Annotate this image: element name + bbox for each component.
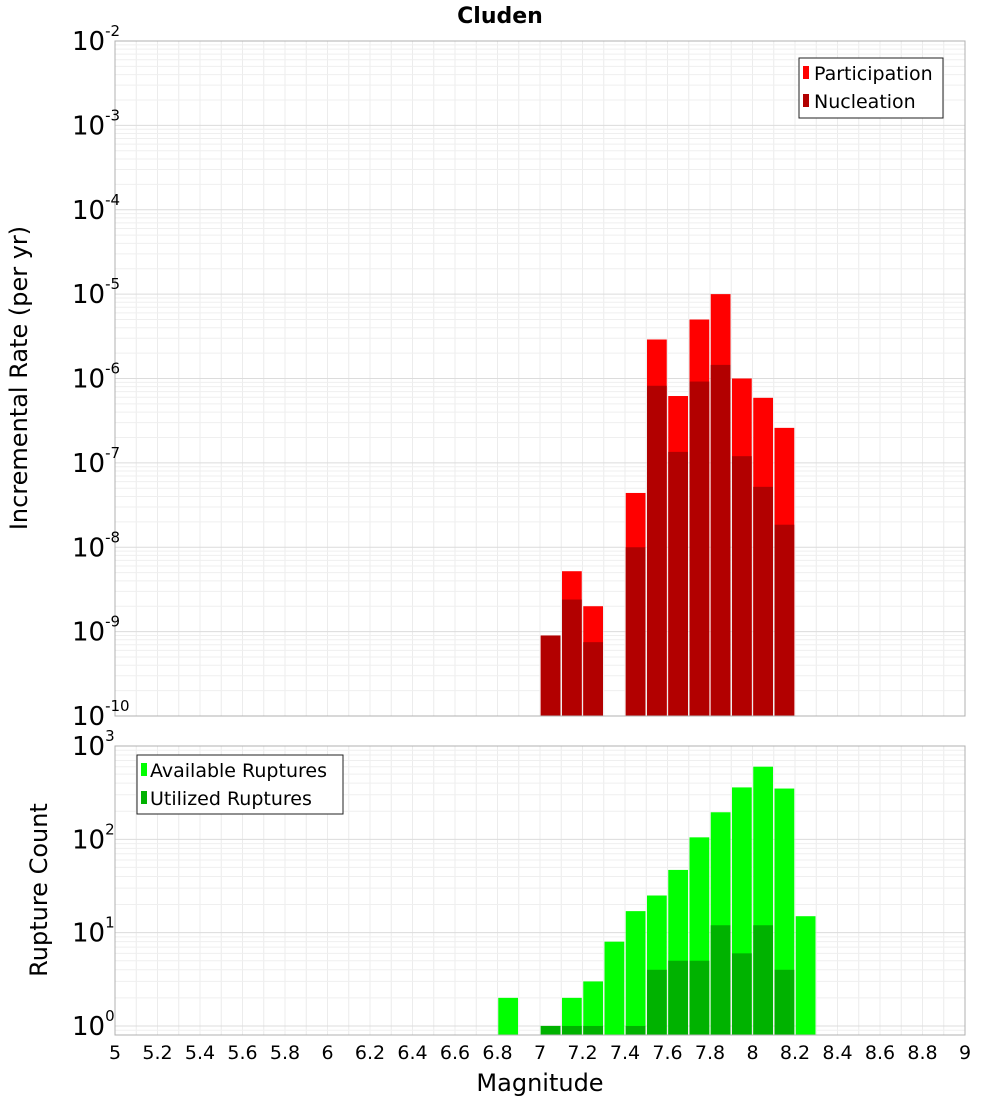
x-tick-label: 8 xyxy=(746,1042,758,1064)
count-legend: Available Ruptures Utilized Ruptures xyxy=(136,754,344,815)
rate-bar-nucleation xyxy=(732,456,752,716)
count-y-tick-label: 100 xyxy=(72,1007,115,1042)
count-y-ticks: 100 101 102 103 xyxy=(72,727,115,1042)
count-bar-utilized-ruptures xyxy=(689,960,710,1035)
count-bar-utilized-ruptures xyxy=(647,969,667,1035)
count-plot-border xyxy=(114,745,966,1036)
rate-grid xyxy=(115,41,965,716)
x-tick-label: 7.6 xyxy=(652,1042,682,1064)
rate-bar-nucleation xyxy=(583,642,603,716)
x-tick-label: 8.8 xyxy=(907,1042,937,1064)
count-bar-utilized-ruptures xyxy=(710,925,731,1035)
legend-label-participation: Participation xyxy=(814,63,933,85)
rate-bar-nucleation xyxy=(540,635,561,716)
x-axis-label: Magnitude xyxy=(476,1069,603,1097)
count-y-tick-label: 103 xyxy=(72,727,115,762)
count-y-tick-label: 101 xyxy=(72,914,115,949)
legend-label-nucleation: Nucleation xyxy=(814,91,916,113)
x-tick-label: 8.6 xyxy=(865,1042,895,1064)
x-tick-label: 5.4 xyxy=(185,1042,215,1064)
count-bar-utilized-ruptures xyxy=(625,1025,646,1035)
rate-y-tick-label: 10-6 xyxy=(72,360,120,395)
count-bar-utilized-ruptures xyxy=(562,1025,582,1035)
x-tick-label: 9 xyxy=(959,1042,971,1064)
x-tick-label: 5.8 xyxy=(270,1042,300,1064)
rate-bar-nucleation xyxy=(647,385,667,716)
x-tick-label: 7 xyxy=(534,1042,546,1064)
rate-bar-nucleation xyxy=(625,547,646,716)
rate-panel: 10-10 10-9 10-8 10-7 10-6 10-5 10-4 10-3 10-2 In… xyxy=(5,22,966,732)
rate-bar-nucleation xyxy=(562,599,582,716)
count-bar-available-ruptures xyxy=(562,997,582,1035)
x-tick-label: 7.4 xyxy=(610,1042,640,1064)
count-bar-available-ruptures xyxy=(583,981,603,1035)
count-y-axis-label: Rupture Count xyxy=(25,803,53,977)
count-bar-utilized-ruptures xyxy=(668,960,688,1035)
count-bar-utilized-ruptures xyxy=(753,925,773,1035)
rate-plot-border xyxy=(114,40,966,717)
rate-y-tick-label: 10-5 xyxy=(72,275,120,310)
rate-bars xyxy=(540,294,795,716)
rate-legend-box xyxy=(798,57,944,119)
count-grid xyxy=(115,746,965,1035)
x-tick-label: 8.4 xyxy=(822,1042,852,1064)
legend-swatch-participation xyxy=(803,66,809,79)
rate-bar-nucleation xyxy=(774,524,795,716)
count-bar-utilized-ruptures xyxy=(583,1025,603,1035)
rate-y-tick-label: 10-10 xyxy=(72,697,130,732)
x-tick-label: 5.6 xyxy=(227,1042,257,1064)
count-bars xyxy=(498,766,816,1035)
count-bar-utilized-ruptures xyxy=(774,969,795,1035)
rate-y-tick-label: 10-9 xyxy=(72,613,120,648)
rate-y-tick-label: 10-7 xyxy=(72,444,120,479)
count-y-tick-label: 102 xyxy=(72,820,115,855)
count-bar-utilized-ruptures xyxy=(540,1025,561,1035)
count-bar-utilized-ruptures xyxy=(732,953,752,1035)
count-bar-available-ruptures xyxy=(604,941,625,1035)
rate-bar-nucleation xyxy=(668,451,688,716)
x-ticks: 5 5.2 5.4 5.6 5.8 6 6.2 6.4 6.6 6.8 7 7.2 7.4 7.6 7.8 8… xyxy=(109,1042,971,1064)
rate-bar-nucleation xyxy=(753,486,773,716)
x-tick-label: 6.8 xyxy=(482,1042,512,1064)
x-tick-label: 5.2 xyxy=(142,1042,172,1064)
legend-swatch-nucleation xyxy=(803,94,809,107)
count-bar-available-ruptures xyxy=(498,997,518,1035)
rate-y-tick-label: 10-8 xyxy=(72,528,120,563)
x-tick-label: 7.2 xyxy=(567,1042,597,1064)
count-bar-available-ruptures xyxy=(625,911,646,1035)
rate-bar-nucleation xyxy=(710,364,731,716)
x-tick-label: 6.4 xyxy=(397,1042,427,1064)
rate-y-tick-label: 10-4 xyxy=(72,191,120,226)
count-panel: 100 101 102 103 Rupture Count Available Rup… xyxy=(25,727,966,1042)
count-bar-available-ruptures xyxy=(795,916,816,1035)
chart-title: Cluden xyxy=(457,4,543,29)
legend-swatch-utilized xyxy=(141,791,147,804)
rate-y-axis-label: Incremental Rate (per yr) xyxy=(5,226,33,530)
rate-y-tick-label: 10-3 xyxy=(72,106,120,141)
rate-y-ticks: 10-10 10-9 10-8 10-7 10-6 10-5 10-4 10-3 10-2 xyxy=(72,22,130,732)
rate-bar-nucleation xyxy=(689,381,710,716)
rate-y-tick-label: 10-2 xyxy=(72,22,120,57)
x-tick-label: 8.2 xyxy=(780,1042,810,1064)
x-tick-label: 6.6 xyxy=(440,1042,470,1064)
x-tick-label: 5 xyxy=(109,1042,121,1064)
x-tick-label: 7.8 xyxy=(695,1042,725,1064)
legend-swatch-available xyxy=(141,763,147,776)
count-legend-box xyxy=(136,754,344,815)
x-tick-label: 6 xyxy=(321,1042,333,1064)
x-tick-label: 6.2 xyxy=(355,1042,385,1064)
legend-label-utilized: Utilized Ruptures xyxy=(150,788,312,810)
rate-legend: Participation Nucleation xyxy=(798,57,944,119)
legend-label-available: Available Ruptures xyxy=(150,760,327,782)
